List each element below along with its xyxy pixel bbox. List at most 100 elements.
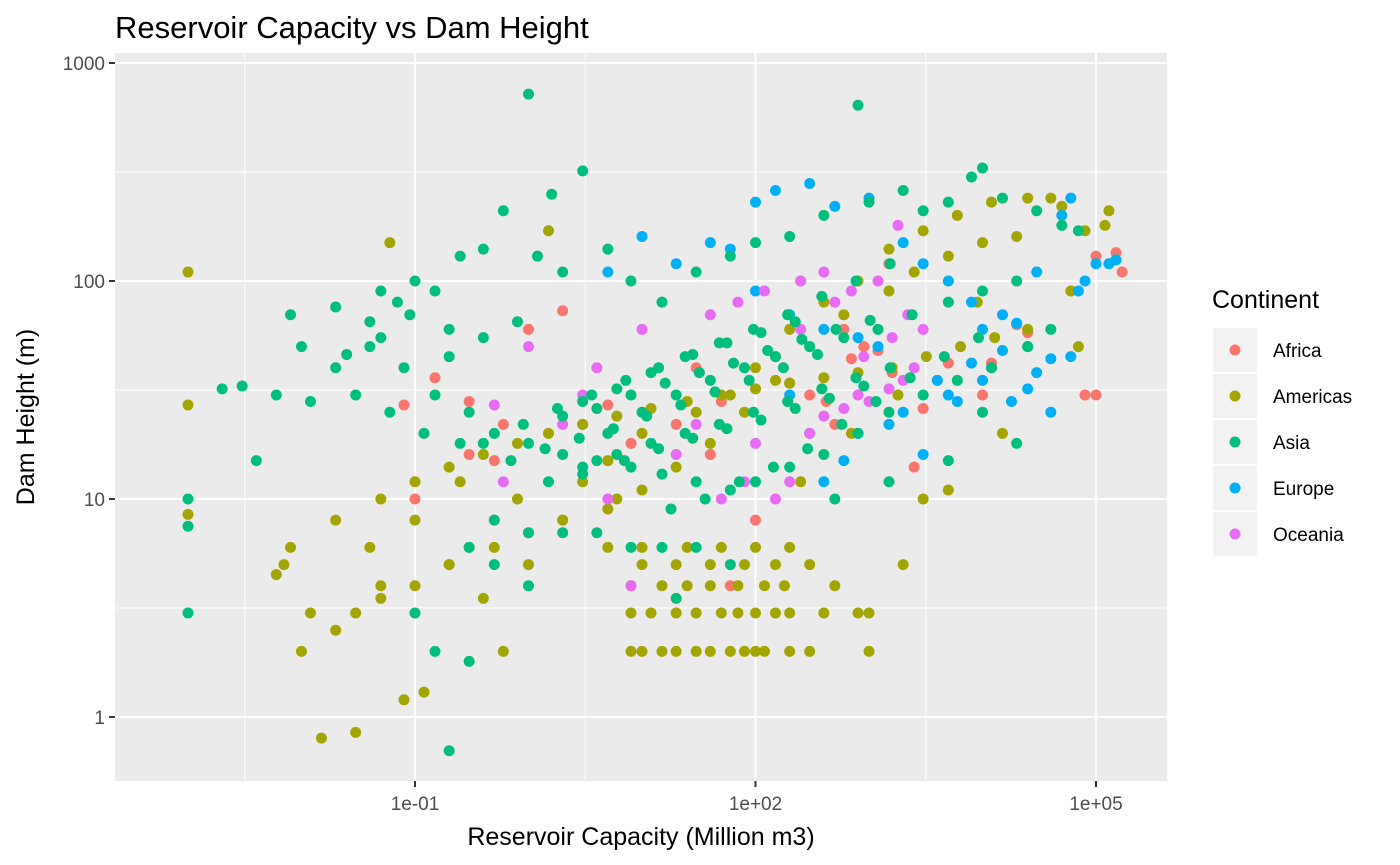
point-europe (996, 309, 1008, 321)
point-africa (463, 449, 475, 461)
x-axis-title: Reservoir Capacity (Million m3) (467, 823, 814, 851)
point-europe (818, 476, 830, 488)
point-oceania (591, 362, 603, 374)
point-europe (966, 296, 978, 308)
point-americas (350, 726, 362, 738)
point-asia (784, 461, 796, 473)
point-americas (784, 541, 796, 553)
point-asia (883, 406, 895, 418)
point-americas (512, 437, 524, 449)
point-asia (687, 432, 699, 444)
point-asia (364, 316, 376, 328)
point-asia (690, 541, 702, 553)
point-americas (512, 493, 524, 505)
point-oceania (845, 285, 857, 297)
point-asia (743, 374, 755, 386)
point-asia (611, 449, 623, 461)
point-asia (391, 296, 403, 308)
point-asia (852, 99, 864, 111)
point-africa (838, 323, 850, 335)
point-africa (858, 341, 870, 353)
legend-label-asia: Asia (1273, 433, 1310, 454)
point-oceania (838, 403, 850, 415)
point-americas (409, 476, 421, 488)
point-oceania (852, 389, 864, 401)
point-europe (1056, 209, 1068, 221)
point-oceania (769, 493, 781, 505)
point-americas (892, 389, 904, 401)
point-asia (497, 205, 509, 217)
point-asia (488, 514, 500, 526)
point-asia (607, 423, 619, 435)
point-asia (364, 341, 376, 353)
point-americas (704, 645, 716, 657)
point-europe (942, 389, 954, 401)
point-europe (750, 285, 761, 297)
point-europe (966, 357, 978, 369)
point-asia (586, 389, 598, 401)
point-oceania (625, 580, 637, 592)
major-gridlines (115, 53, 1167, 781)
point-asia (653, 362, 665, 374)
point-americas (409, 514, 421, 526)
point-europe (917, 449, 929, 461)
point-asia (523, 88, 534, 100)
point-americas (636, 645, 648, 657)
point-europe (977, 374, 988, 386)
point-europe (1005, 396, 1017, 408)
point-asia (182, 520, 194, 532)
point-americas (278, 559, 290, 571)
point-asia (236, 380, 248, 392)
point-asia (656, 541, 668, 553)
point-europe (838, 455, 850, 467)
point-asia (512, 316, 524, 328)
point-oceania (715, 493, 727, 505)
point-americas (523, 559, 534, 571)
point-europe (951, 396, 963, 408)
point-americas (1011, 231, 1023, 243)
point-americas (443, 461, 455, 473)
point-asia (724, 484, 736, 496)
point-americas (330, 624, 342, 636)
point-europe (897, 406, 909, 418)
point-asia (591, 527, 603, 539)
point-europe (1031, 266, 1043, 278)
point-europe (1031, 367, 1043, 379)
point-asia (724, 559, 736, 571)
point-asia (687, 349, 699, 361)
point-asia (784, 231, 796, 243)
point-oceania (818, 266, 830, 278)
point-asia (904, 372, 916, 384)
point-africa (917, 403, 929, 415)
point-americas (577, 476, 589, 488)
point-asia (818, 449, 830, 461)
point-asia (942, 196, 954, 208)
point-asia (883, 476, 895, 488)
point-americas (715, 541, 727, 553)
point-europe (670, 258, 682, 270)
point-asia (977, 162, 988, 174)
point-americas (398, 694, 410, 706)
point-asia (767, 461, 779, 473)
point-africa (488, 455, 500, 467)
point-asia (330, 362, 342, 374)
point-americas (542, 225, 554, 237)
point-americas (656, 580, 668, 592)
point-asia (917, 205, 929, 217)
point-asia (823, 392, 835, 404)
point-asia (704, 374, 716, 386)
point-americas (1099, 219, 1111, 231)
y-axis-title: Dam Height (m) (12, 329, 40, 505)
point-asia (699, 493, 711, 505)
point-americas (883, 243, 895, 255)
point-africa (908, 461, 920, 473)
point-oceania (488, 399, 500, 411)
point-asia (769, 351, 781, 363)
point-asia (659, 377, 671, 389)
point-asia (1045, 323, 1057, 335)
point-asia (802, 443, 814, 455)
point-asia (670, 592, 682, 604)
point-americas (818, 607, 830, 619)
point-americas (557, 514, 569, 526)
point-americas (724, 645, 736, 657)
